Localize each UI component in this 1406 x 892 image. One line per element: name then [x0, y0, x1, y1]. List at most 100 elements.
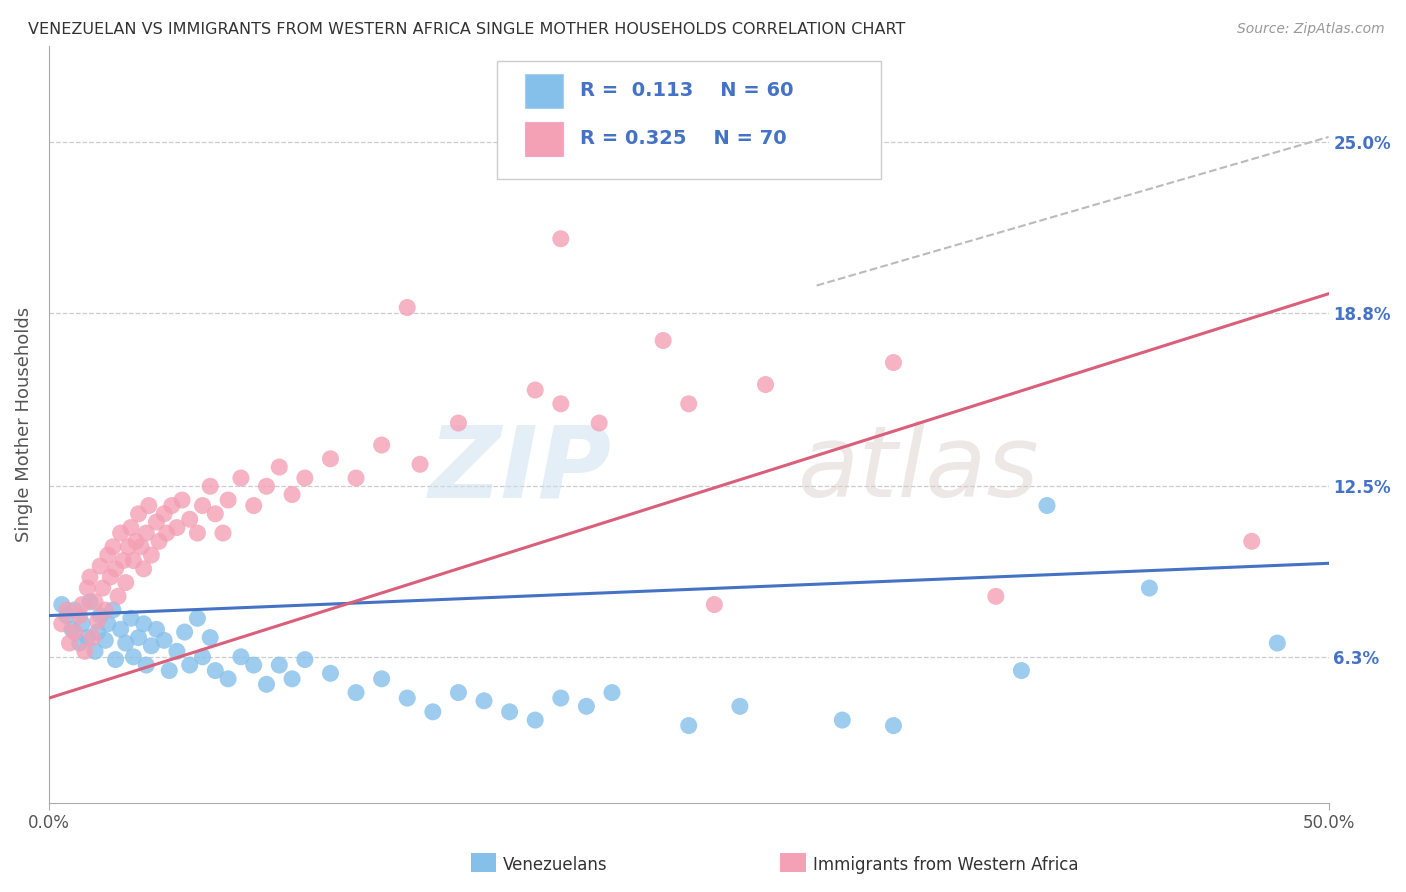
Point [69, 608, 91, 623]
Point [212, 526, 235, 541]
Point [120, 520, 142, 534]
Point [1137, 581, 1160, 595]
Point [319, 451, 342, 466]
Point [86, 614, 108, 628]
Point [370, 438, 392, 452]
Point [82, 631, 104, 645]
Point [114, 575, 136, 590]
Text: Venezuelans: Venezuelans [503, 856, 607, 874]
Point [242, 658, 264, 673]
Point [141, 639, 163, 653]
Point [73, 644, 96, 658]
Point [94, 603, 117, 617]
Point [89, 559, 111, 574]
Point [678, 718, 700, 732]
Point [524, 383, 547, 397]
Point [91, 581, 114, 595]
Point [186, 611, 208, 625]
Point [132, 616, 155, 631]
Point [588, 416, 610, 430]
Text: ZIP: ZIP [429, 421, 612, 518]
Point [101, 603, 124, 617]
Point [204, 507, 226, 521]
Point [153, 507, 176, 521]
FancyBboxPatch shape [524, 74, 564, 108]
Point [409, 458, 432, 472]
Point [97, 616, 120, 631]
Point [229, 649, 252, 664]
Point [56, 603, 79, 617]
Point [114, 636, 136, 650]
Point [166, 520, 188, 534]
Point [63, 625, 86, 640]
Point [831, 713, 853, 727]
Point [1010, 664, 1032, 678]
Point [882, 355, 904, 369]
Point [498, 705, 520, 719]
Point [84, 595, 107, 609]
Point [179, 658, 201, 673]
Point [269, 658, 291, 673]
Point [256, 479, 278, 493]
Point [447, 416, 470, 430]
Point [94, 633, 117, 648]
Point [100, 570, 122, 584]
Point [135, 658, 157, 673]
Point [652, 334, 675, 348]
Point [281, 672, 304, 686]
Point [191, 649, 214, 664]
Point [110, 623, 132, 637]
Point [76, 631, 98, 645]
Point [728, 699, 751, 714]
Point [122, 649, 145, 664]
Point [550, 232, 572, 246]
Point [882, 718, 904, 732]
Point [984, 590, 1007, 604]
Y-axis label: Single Mother Households: Single Mother Households [15, 307, 32, 542]
Point [69, 636, 91, 650]
Point [101, 540, 124, 554]
Point [120, 611, 142, 625]
Point [129, 540, 152, 554]
Point [138, 499, 160, 513]
Point [319, 666, 342, 681]
Text: Immigrants from Western Africa: Immigrants from Western Africa [813, 856, 1078, 874]
Point [63, 603, 86, 617]
Point [1036, 499, 1059, 513]
Point [110, 526, 132, 541]
Point [117, 540, 139, 554]
Point [269, 460, 291, 475]
Point [170, 493, 193, 508]
Point [294, 471, 316, 485]
Point [84, 644, 107, 658]
Point [145, 623, 167, 637]
Point [242, 499, 264, 513]
Point [217, 493, 239, 508]
Point [204, 664, 226, 678]
FancyBboxPatch shape [496, 62, 880, 178]
Point [107, 590, 129, 604]
Point [128, 507, 150, 521]
Point [179, 512, 201, 526]
Point [60, 623, 83, 637]
Point [703, 598, 725, 612]
Point [370, 672, 392, 686]
Point [344, 471, 367, 485]
Point [125, 534, 148, 549]
Point [160, 499, 183, 513]
Point [86, 625, 108, 640]
Point [70, 598, 93, 612]
Point [396, 691, 419, 706]
Text: R =  0.113    N = 60: R = 0.113 N = 60 [581, 81, 793, 100]
Point [51, 616, 73, 631]
Point [132, 562, 155, 576]
Point [89, 608, 111, 623]
Point [472, 694, 495, 708]
Point [575, 699, 598, 714]
Point [141, 548, 163, 562]
Point [447, 685, 470, 699]
Point [58, 636, 80, 650]
Point [600, 685, 623, 699]
Point [56, 608, 79, 623]
Point [135, 526, 157, 541]
